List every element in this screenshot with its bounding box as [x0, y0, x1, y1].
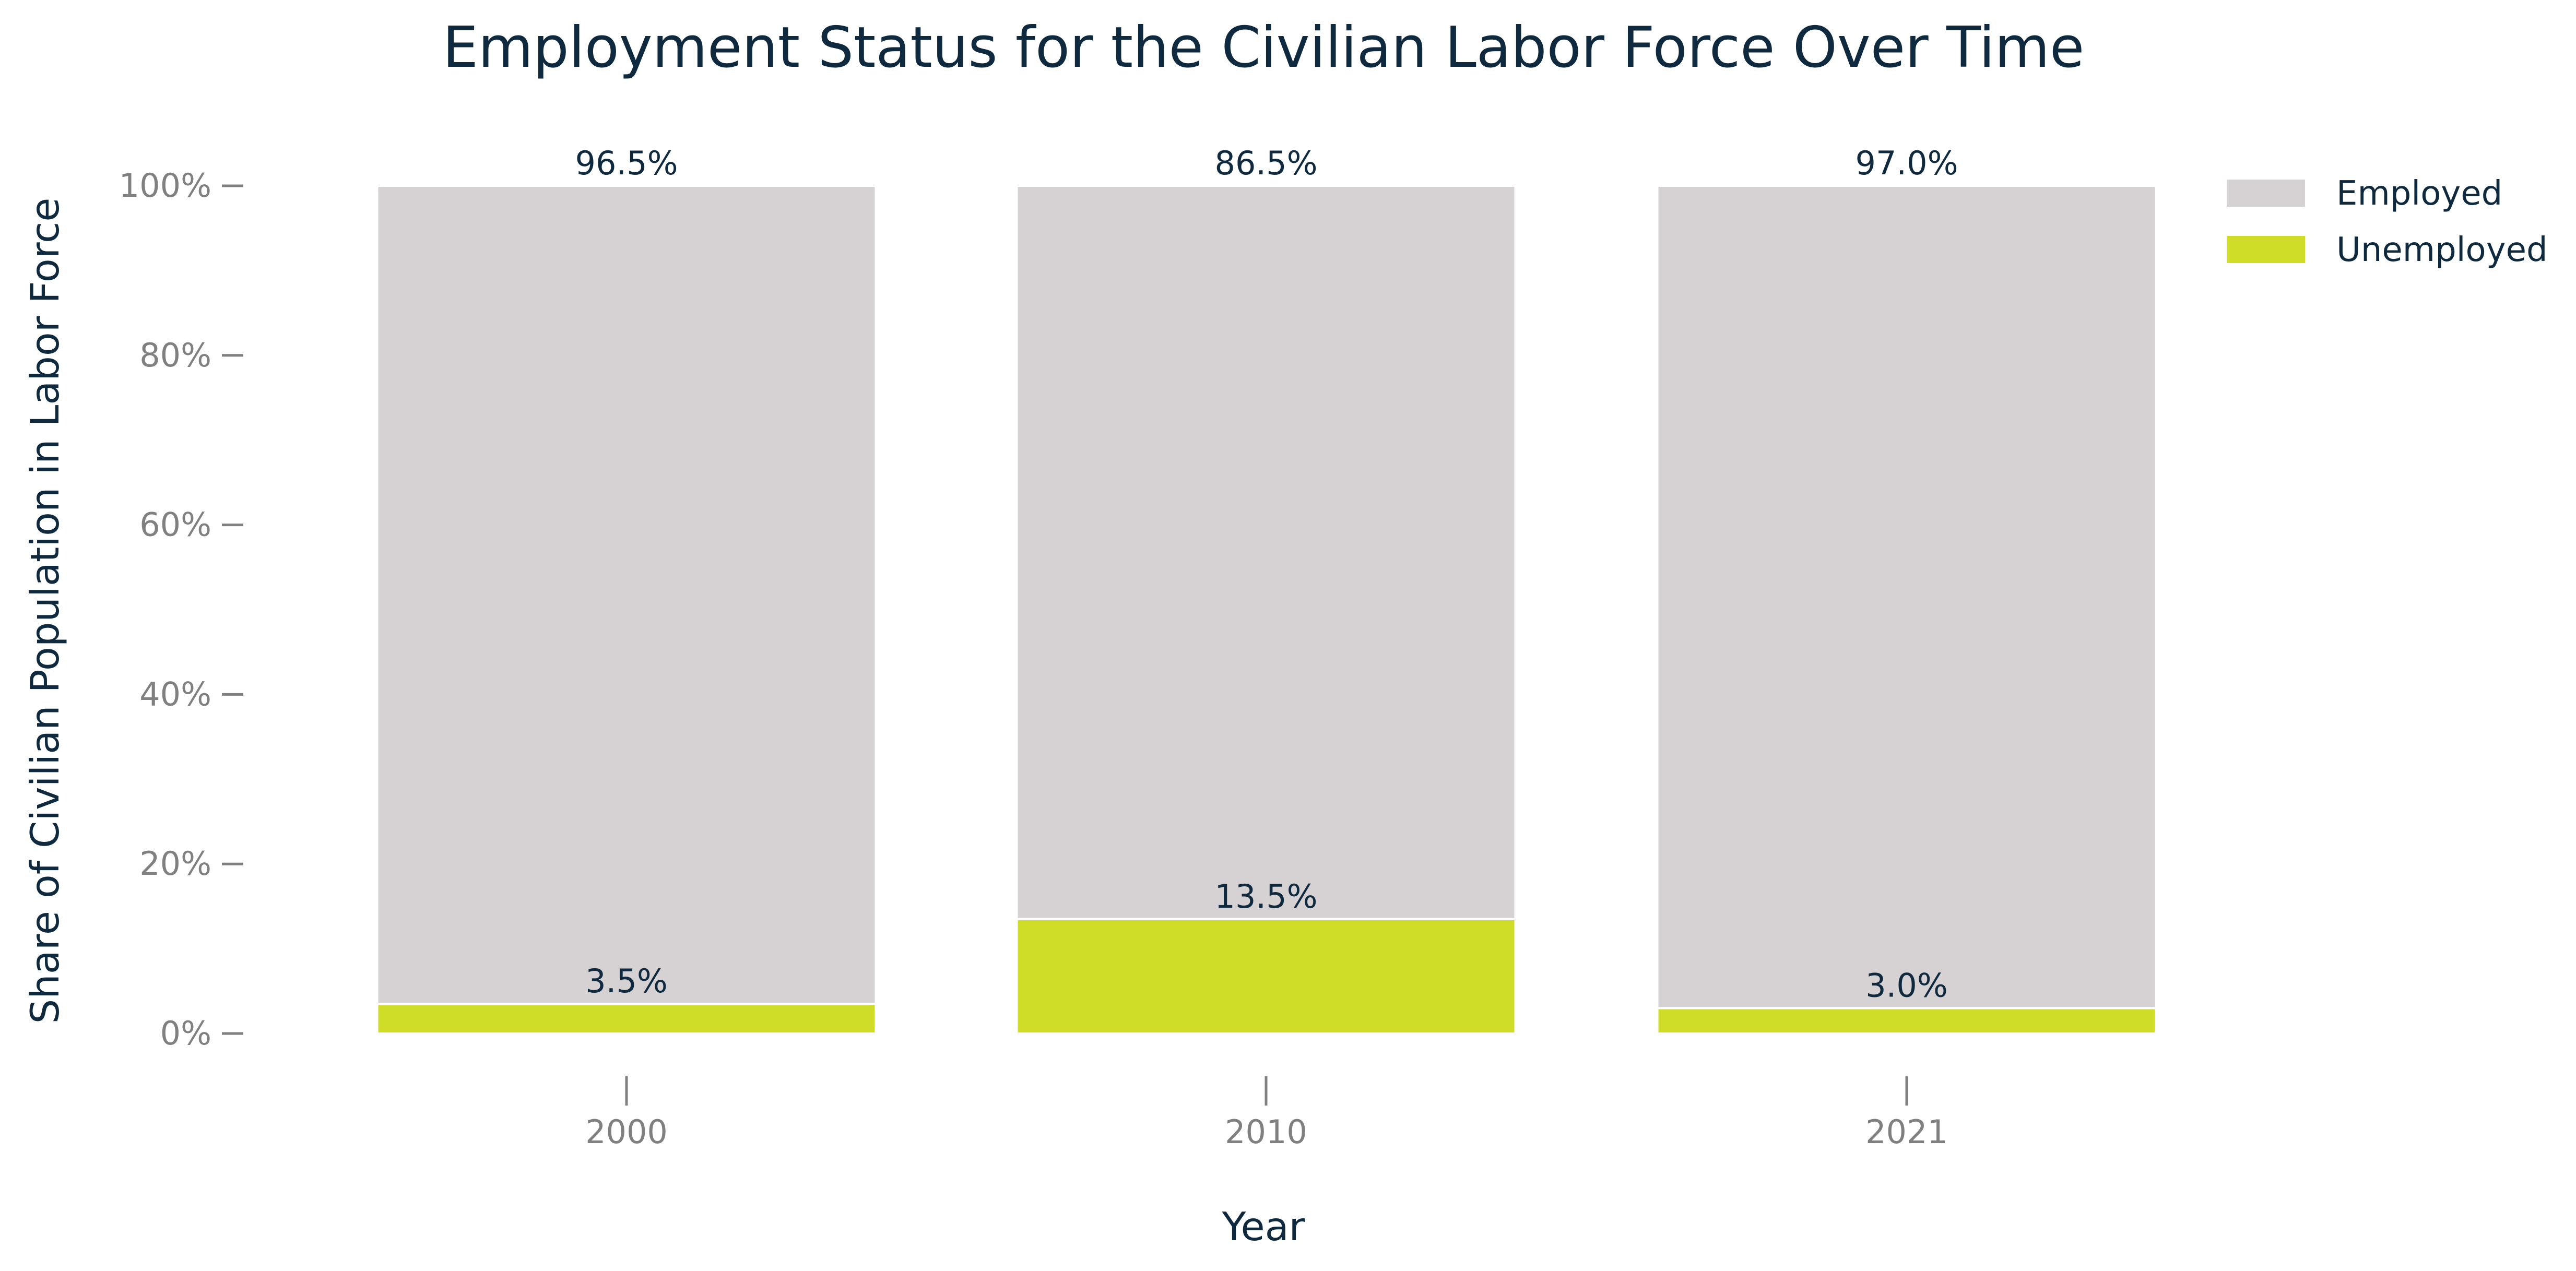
bar-employed-2021: [1656, 185, 2157, 1009]
bar-unemployed-2000: [376, 1003, 877, 1035]
data-label-unemployed-2000: 3.5%: [585, 962, 668, 1000]
y-tick-label: 100%: [119, 167, 211, 205]
data-label-unemployed-2021: 3.0%: [1865, 966, 1948, 1004]
chart-title: Employment Status for the Civilian Labor…: [443, 15, 2085, 80]
y-axis-label: Share of Civilian Population in Labor Fo…: [22, 198, 68, 1024]
y-tick-label: 40%: [139, 675, 211, 713]
data-label-employed-2000: 96.5%: [575, 144, 678, 182]
legend-swatch-employed: [2227, 180, 2305, 207]
data-labels: 3.5% 96.5% 13.5% 86.5% 3.0% 97.0%: [575, 144, 1958, 1004]
y-tick-label: 60%: [139, 506, 211, 544]
legend-swatch-unemployed: [2227, 236, 2305, 263]
data-label-employed-2010: 86.5%: [1215, 144, 1318, 182]
data-label-employed-2021: 97.0%: [1856, 144, 1958, 182]
x-tick-label: 2010: [1225, 1113, 1307, 1151]
y-axis: 0% 20% 40% 60% 80% 100%: [119, 167, 243, 1052]
bar-unemployed-2010: [1015, 918, 1517, 1035]
legend-label-unemployed: Unemployed: [2336, 231, 2548, 269]
bar-employed-2000: [376, 185, 877, 1005]
x-tick-label: 2000: [585, 1113, 668, 1151]
bars: [376, 185, 2157, 1035]
bar-unemployed-2021: [1656, 1007, 2157, 1035]
x-tick-label: 2021: [1865, 1113, 1948, 1151]
legend: Employed Unemployed: [2227, 174, 2548, 269]
x-axis-label: Year: [1222, 1204, 1305, 1250]
x-axis: 2000 2010 2021: [585, 1076, 1948, 1151]
y-tick-label: 20%: [139, 845, 211, 883]
data-label-unemployed-2010: 13.5%: [1215, 877, 1318, 916]
bar-employed-2010: [1015, 185, 1517, 920]
y-tick-label: 80%: [139, 336, 211, 374]
y-tick-label: 0%: [160, 1014, 211, 1052]
legend-label-employed: Employed: [2336, 174, 2502, 213]
